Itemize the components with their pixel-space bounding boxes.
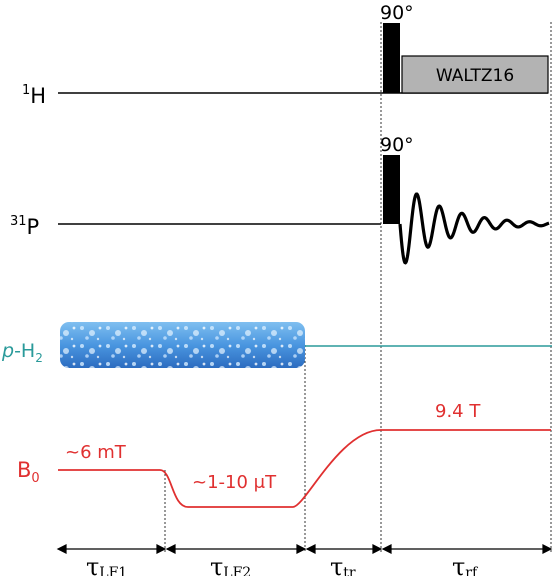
proton-pulse-label: 90°	[380, 2, 414, 24]
timing-axis	[56, 544, 553, 554]
timing-arrowhead	[56, 544, 67, 554]
proton-90-pulse	[383, 23, 400, 93]
fid-signal	[398, 192, 550, 265]
field-level-low1: ~6 mT	[65, 442, 127, 463]
timing-label-lf2: τLF2	[210, 553, 251, 576]
timing-arrowhead	[542, 544, 553, 554]
timing-label-rf: τrf	[452, 553, 479, 576]
proton-channel-label: 1H	[22, 83, 46, 108]
timing-arrowhead	[381, 544, 392, 554]
field-profile-curve	[58, 429, 551, 508]
timing-arrowhead	[305, 544, 316, 554]
field-level-low2: ~1-10 μT	[192, 472, 277, 493]
timing-label-lf1: τLF1	[86, 553, 127, 576]
field-level-high: 9.4 T	[435, 401, 481, 422]
phosphorus-channel-label: 31P	[10, 214, 39, 239]
parahydrogen-channel-label: p-H2	[1, 340, 43, 365]
timing-label-tr: τtr	[330, 553, 356, 576]
phosphorus-pulse-label: 90°	[380, 134, 414, 156]
timing-arrowhead	[165, 544, 176, 554]
waltz16-label: WALTZ16	[436, 66, 514, 86]
timing-arrowhead	[372, 544, 383, 554]
timing-arrowhead	[156, 544, 167, 554]
waltz16-decoupling-block	[401, 55, 549, 94]
parahydrogen-bubbles	[60, 322, 305, 368]
phosphorus-90-pulse	[383, 155, 400, 224]
timing-arrowhead	[296, 544, 307, 554]
field-channel-label: B0	[17, 458, 40, 486]
